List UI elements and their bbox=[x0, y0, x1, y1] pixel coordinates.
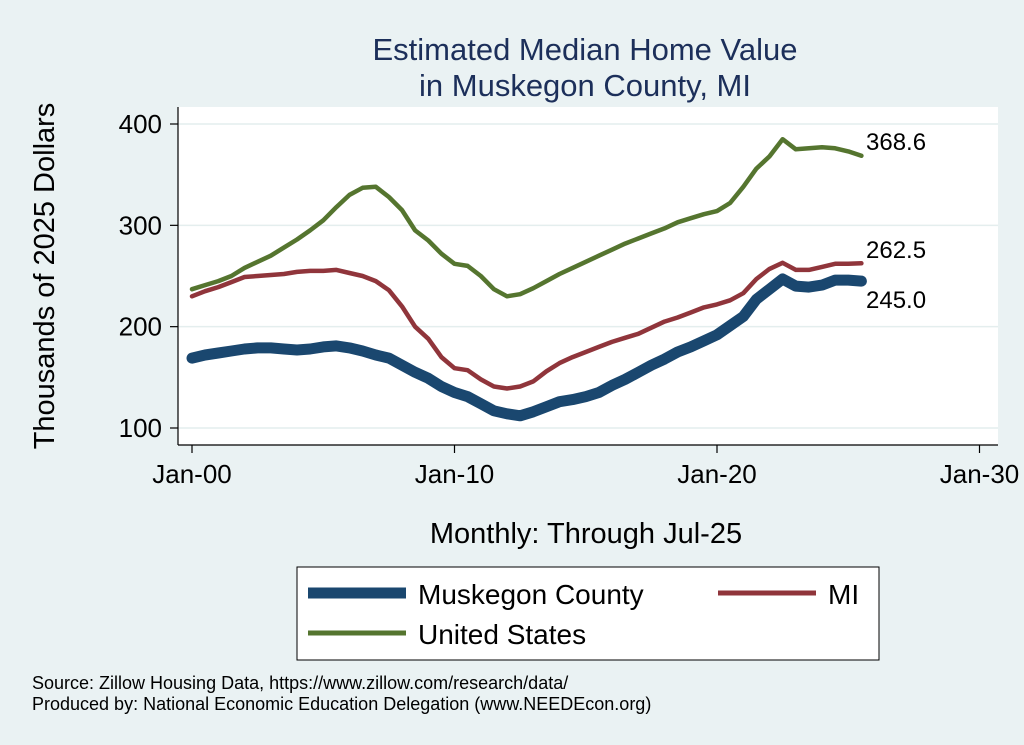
x-tick-label-jan-30: Jan-30 bbox=[940, 459, 1020, 489]
source-note: Source: Zillow Housing Data, https://www… bbox=[32, 673, 568, 693]
producer-note: Produced by: National Economic Education… bbox=[32, 694, 651, 714]
legend-box bbox=[296, 566, 880, 661]
chart-title-line-1: Estimated Median Home Value bbox=[372, 32, 797, 67]
y-tick-label-300: 300 bbox=[119, 210, 162, 240]
series-line-muskegon-county bbox=[186, 273, 867, 422]
x-tick-label-jan-00: Jan-00 bbox=[152, 459, 232, 489]
legend-label-united-states: United States bbox=[418, 619, 586, 650]
y-axis-title: Thousands of 2025 Dollars bbox=[29, 103, 61, 450]
series-lines bbox=[186, 136, 867, 422]
y-tick-label-400: 400 bbox=[119, 109, 162, 139]
legend-label-muskegon: Muskegon County bbox=[418, 579, 644, 610]
end-label-muskegon-county: 245.0 bbox=[866, 287, 926, 314]
end-labels: 245.0 262.5 368.6 bbox=[866, 129, 926, 314]
series-line-united-states bbox=[189, 136, 864, 299]
x-tick-label-jan-20: Jan-20 bbox=[677, 459, 757, 489]
axis-ticks: 100 200 300 400 Jan-00 Jan-10 Jan-20 Jan-30 bbox=[119, 109, 1020, 489]
y-tick-label-200: 200 bbox=[119, 312, 162, 342]
legend-label-mi: MI bbox=[828, 579, 859, 610]
chart-title-line-2: in Muskegon County, MI bbox=[419, 68, 751, 103]
x-tick-label-jan-10: Jan-10 bbox=[415, 459, 495, 489]
legend: Muskegon County MI United States bbox=[296, 566, 880, 661]
x-axis-title: Monthly: Through Jul-25 bbox=[430, 518, 742, 550]
end-label-united-states: 368.6 bbox=[866, 129, 926, 156]
series-line-mi bbox=[189, 260, 864, 391]
end-label-mi: 262.5 bbox=[866, 237, 926, 264]
y-tick-label-100: 100 bbox=[119, 413, 162, 443]
